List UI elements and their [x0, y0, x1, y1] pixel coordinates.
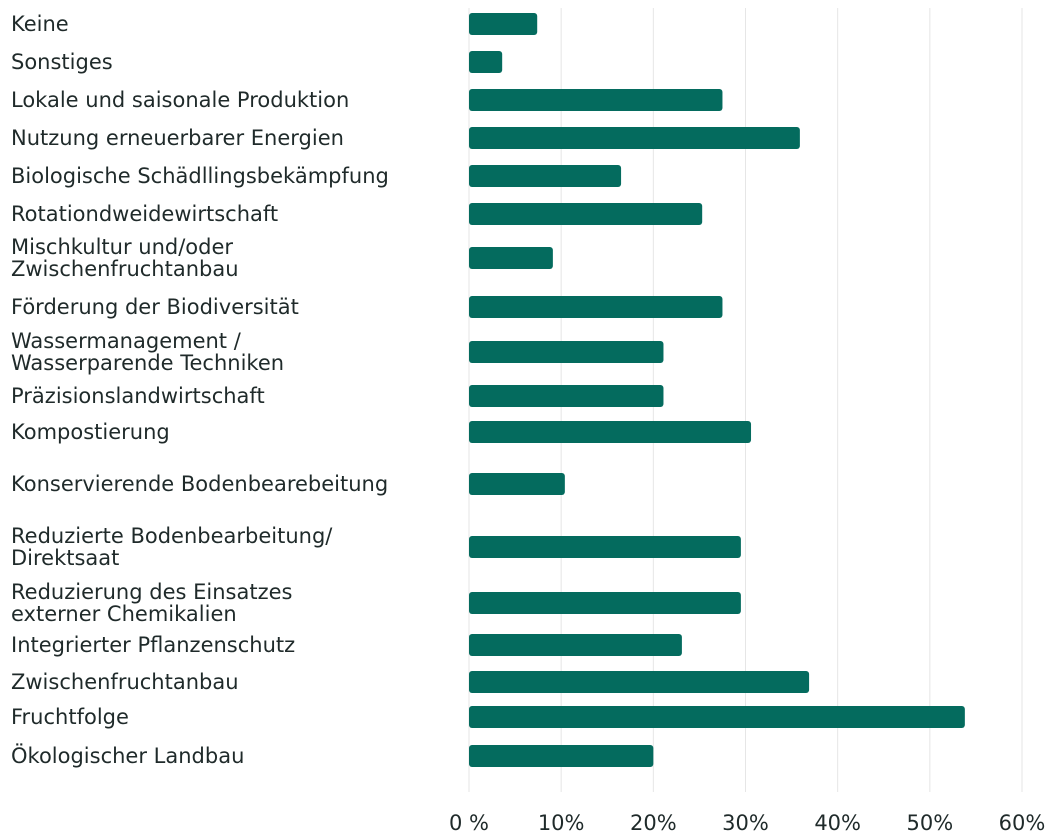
bar [469, 421, 752, 443]
y-tick-label: Wassermanagement / Wasserparende Technik… [11, 329, 285, 375]
y-tick-label: Lokale und saisonale Produktion [11, 88, 350, 112]
y-tick-label: Keine [11, 12, 69, 36]
y-tick-label: Integrierter Pflanzenschutz [11, 633, 296, 657]
bar [469, 341, 664, 363]
y-tick-label: Kompostierung [11, 420, 170, 444]
bar [469, 165, 622, 187]
bar [469, 671, 810, 693]
y-tick-label: Sonstiges [11, 50, 113, 74]
y-tick-label: Zwischenfruchtanbau [11, 670, 239, 694]
bar [469, 706, 965, 728]
y-tick-label: Reduzierte Bodenbearbeitung/ Direktsaat [11, 524, 333, 570]
bar [469, 51, 503, 73]
y-tick-label: Konservierende Bodenbearebeitung [11, 472, 389, 496]
bar [469, 247, 553, 269]
x-tick-label: 20% [630, 811, 677, 835]
bar [469, 592, 741, 614]
x-tick-label: 40% [814, 811, 861, 835]
bar [469, 385, 664, 407]
y-tick-label: Mischkultur und/oder Zwischenfruchtanbau [11, 235, 239, 281]
y-tick-label: Biologische Schädllingsbekämpfung [11, 164, 389, 188]
x-tick-label: 10% [538, 811, 585, 835]
y-tick-label: Rotationdweidewirtschaft [11, 202, 279, 226]
bar [469, 473, 565, 495]
bar [469, 536, 741, 558]
y-tick-label: Nutzung erneuerbarer Energien [11, 126, 344, 150]
x-tick-label: 50% [906, 811, 953, 835]
x-tick-label: 0 % [449, 811, 489, 835]
bar [469, 203, 703, 225]
y-tick-label: Fruchtfolge [11, 705, 129, 729]
y-tick-label: Förderung der Biodiversität [11, 295, 299, 319]
bar [469, 127, 800, 149]
bar [469, 634, 682, 656]
y-tick-label: Reduzierung des Einsatzes externer Chemi… [11, 580, 293, 626]
bar [469, 296, 723, 318]
y-tick-label: Präzisionslandwirtschaft [11, 384, 265, 408]
bar [469, 89, 723, 111]
bar [469, 745, 654, 767]
x-tick-label: 30% [722, 811, 769, 835]
x-tick-label: 60% [999, 811, 1046, 835]
bar [469, 13, 538, 35]
y-tick-label: Ökologischer Landbau [11, 744, 245, 768]
